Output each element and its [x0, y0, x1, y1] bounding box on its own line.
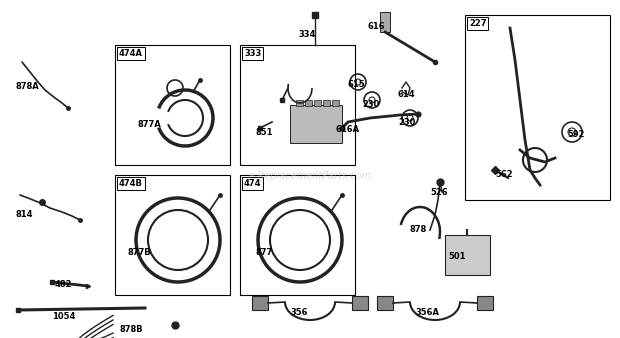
- Text: 334: 334: [298, 30, 316, 39]
- Text: 356: 356: [290, 308, 308, 317]
- Bar: [465, 15, 610, 200]
- Bar: [380, 12, 390, 32]
- Bar: [296, 100, 303, 106]
- Text: 877A: 877A: [138, 120, 162, 129]
- Text: 356A: 356A: [415, 308, 439, 317]
- Bar: [352, 296, 368, 310]
- Text: 614: 614: [398, 90, 415, 99]
- Bar: [445, 235, 490, 275]
- Text: 526: 526: [430, 188, 448, 197]
- Text: 562: 562: [495, 170, 513, 179]
- Text: 333: 333: [244, 49, 261, 58]
- Text: 482: 482: [55, 280, 73, 289]
- Text: 814: 814: [15, 210, 32, 219]
- Text: 474A: 474A: [119, 49, 143, 58]
- Text: 474B: 474B: [119, 179, 143, 188]
- Text: 616A: 616A: [335, 125, 359, 134]
- Bar: [305, 100, 312, 106]
- Bar: [240, 45, 355, 165]
- Bar: [323, 100, 330, 106]
- Bar: [314, 100, 321, 106]
- Text: 878: 878: [410, 225, 427, 234]
- Bar: [252, 296, 268, 310]
- Text: 877: 877: [255, 248, 272, 257]
- Bar: [377, 296, 393, 310]
- Text: 851: 851: [255, 128, 273, 137]
- Text: 230: 230: [362, 100, 379, 109]
- Text: 501: 501: [448, 252, 466, 261]
- Text: e-ReplacementParts.com: e-ReplacementParts.com: [249, 171, 371, 181]
- Text: 878A: 878A: [15, 82, 38, 91]
- Text: 616: 616: [368, 22, 386, 31]
- Bar: [477, 296, 493, 310]
- Bar: [240, 175, 355, 295]
- Bar: [115, 175, 230, 295]
- Text: 474: 474: [244, 179, 262, 188]
- Text: 227: 227: [469, 19, 487, 28]
- Bar: [290, 105, 342, 143]
- Bar: [332, 100, 339, 106]
- Text: 230: 230: [398, 118, 415, 127]
- Text: 878B: 878B: [120, 325, 144, 334]
- Text: 592: 592: [567, 130, 585, 139]
- Text: 1054: 1054: [52, 312, 76, 321]
- Text: 877B: 877B: [128, 248, 152, 257]
- Bar: [115, 45, 230, 165]
- Text: 615: 615: [348, 80, 366, 89]
